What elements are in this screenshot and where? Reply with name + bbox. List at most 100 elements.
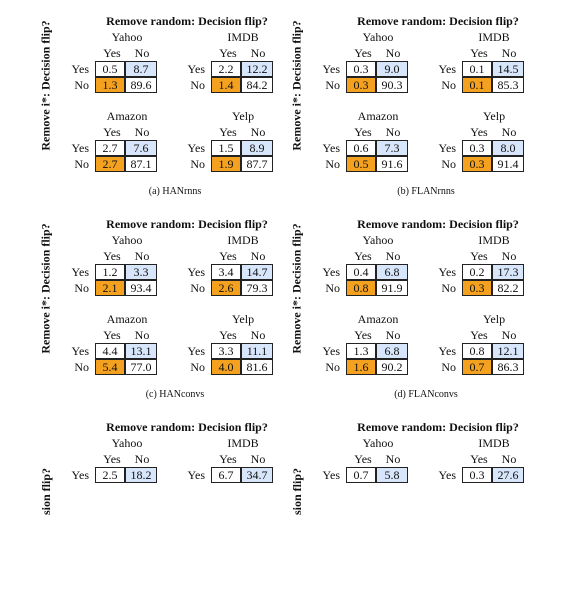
row-header-yes: Yes <box>71 265 89 279</box>
row-header-yes: Yes <box>187 344 205 358</box>
column-header-yes: Yes <box>103 328 121 342</box>
matrix-cell: 91.4 <box>492 156 524 172</box>
dataset-label: Amazon <box>357 109 399 123</box>
matrix-cells: 0.6 7.3 0.5 91.6 <box>346 140 408 172</box>
column-header-yes: Yes <box>354 125 372 139</box>
column-header-yes: Yes <box>470 249 488 263</box>
figure-panel: Remove i*: Decision flip? Remove random: … <box>286 0 536 200</box>
column-header-no: No <box>501 452 517 466</box>
confusion-matrix: Amazon Yes No Yes No 0.6 7.3 0.5 91.6 <box>310 109 420 175</box>
matrix-cells: 0.8 12.1 0.7 86.3 <box>462 343 524 375</box>
column-header-yes: Yes <box>219 328 237 342</box>
column-header-yes: Yes <box>219 125 237 139</box>
column-header-no: No <box>385 452 401 466</box>
figure-panel: Remove i*: Decision flip? Remove random: … <box>35 203 285 403</box>
matrix-cell: 14.7 <box>241 264 273 280</box>
matrix-cell: 81.6 <box>241 359 273 375</box>
matrix-cell: 77.0 <box>125 359 157 375</box>
column-header-no: No <box>501 125 517 139</box>
matrix-cell: 11.1 <box>241 343 273 359</box>
matrix-cell: 2.7 <box>95 140 125 156</box>
figure-panel: sion flip? Remove random: Decision flip? Y… <box>35 406 285 606</box>
row-header-yes: Yes <box>71 344 89 358</box>
dataset-label: IMDB <box>227 233 259 247</box>
column-header-yes: Yes <box>219 452 237 466</box>
column-header-yes: Yes <box>219 46 237 60</box>
matrix-cell: 1.3 <box>95 77 125 93</box>
row-header-yes: Yes <box>322 468 340 482</box>
column-header-no: No <box>250 125 266 139</box>
matrix-cell: 2.6 <box>211 280 241 296</box>
row-header-yes: Yes <box>438 141 456 155</box>
matrix-cell: 0.5 <box>95 61 125 77</box>
column-header-yes: Yes <box>354 249 372 263</box>
column-header-no: No <box>385 249 401 263</box>
matrix-cell: 2.2 <box>211 61 241 77</box>
dataset-label: Amazon <box>106 312 148 326</box>
panel-y-axis-label: Remove i*: Decision flip? <box>35 203 57 373</box>
panel-caption: (c) HANconvs <box>145 389 205 400</box>
y-axis-label-text: Remove i*: Decision flip? <box>38 222 53 354</box>
matrix-cell: 0.1 <box>462 77 492 93</box>
dataset-label: Yahoo <box>362 30 394 44</box>
confusion-matrix: IMDB Yes No Yes 6.7 34.7 <box>175 436 285 502</box>
matrix-cell: 91.6 <box>376 156 408 172</box>
row-header-yes: Yes <box>71 141 89 155</box>
matrix-cell: 4.4 <box>95 343 125 359</box>
matrix-cell: 0.3 <box>346 77 376 93</box>
matrix-cells: 2.2 12.2 1.4 84.2 <box>211 61 273 93</box>
matrix-cells: 1.3 6.8 1.6 90.2 <box>346 343 408 375</box>
confusion-matrix: IMDB Yes No Yes No 0.2 17.3 0.3 82.2 <box>426 233 536 299</box>
row-header-no: No <box>190 360 205 374</box>
dataset-label: Yelp <box>231 109 255 123</box>
row-header-yes: Yes <box>438 344 456 358</box>
matrix-cell: 90.2 <box>376 359 408 375</box>
confusion-matrix: Yahoo Yes No Yes No 0.3 9.0 0.3 90.3 <box>310 30 420 96</box>
matrix-cells: 0.5 8.7 1.3 89.6 <box>95 61 157 93</box>
panel-y-axis-label: Remove i*: Decision flip? <box>286 203 308 373</box>
matrix-cell: 6.8 <box>376 343 408 359</box>
dataset-label: Yahoo <box>111 30 143 44</box>
matrix-cell: 7.3 <box>376 140 408 156</box>
column-header-yes: Yes <box>219 249 237 263</box>
row-header-no: No <box>74 157 89 171</box>
column-header-no: No <box>250 452 266 466</box>
dataset-label: Yahoo <box>111 233 143 247</box>
matrix-cells: 0.3 9.0 0.3 90.3 <box>346 61 408 93</box>
row-header-yes: Yes <box>71 468 89 482</box>
matrix-cell: 1.3 <box>346 343 376 359</box>
panel-y-axis-label: Remove i*: Decision flip? <box>286 0 308 170</box>
matrix-cells: 6.7 34.7 <box>211 467 273 499</box>
matrix-cell: 3.3 <box>125 264 157 280</box>
confusion-matrix: IMDB Yes No Yes 0.3 27.6 <box>426 436 536 502</box>
row-header-no: No <box>441 281 456 295</box>
panel-title: Remove random: Decision flip? <box>106 420 268 434</box>
y-axis-label-text: Remove i*: Decision flip? <box>289 19 304 151</box>
matrix-cells: 0.1 14.5 0.1 85.3 <box>462 61 524 93</box>
matrix-cell: 8.9 <box>241 140 273 156</box>
row-header-yes: Yes <box>187 265 205 279</box>
matrix-cell: 85.3 <box>492 77 524 93</box>
row-header-yes: Yes <box>187 141 205 155</box>
matrix-cell: 9.0 <box>376 61 408 77</box>
confusion-matrix: Yahoo Yes No Yes No 0.4 6.8 0.8 91.9 <box>310 233 420 299</box>
matrix-cell: 34.7 <box>241 467 273 483</box>
matrix-cell: 2.5 <box>95 467 125 483</box>
y-axis-label-text: sion flip? <box>289 467 304 515</box>
matrix-cell: 91.9 <box>376 280 408 296</box>
matrix-cells: 2.5 18.2 <box>95 467 157 499</box>
row-header-no: No <box>441 360 456 374</box>
matrix-cell: 1.2 <box>95 264 125 280</box>
matrix-cell: 27.6 <box>492 467 524 483</box>
column-header-no: No <box>501 328 517 342</box>
figure-panel: sion flip? Remove random: Decision flip? Y… <box>286 406 536 606</box>
matrix-cell: 5.4 <box>95 359 125 375</box>
row-header-no: No <box>190 281 205 295</box>
panel-caption: (d) FLANconvs <box>394 389 458 400</box>
row-header-no: No <box>325 360 340 374</box>
row-header-no: No <box>190 78 205 92</box>
matrix-cell: 3.3 <box>211 343 241 359</box>
matrix-cell: 84.2 <box>241 77 273 93</box>
panel-caption: (b) FLANrnns <box>397 186 455 197</box>
row-header-no: No <box>441 78 456 92</box>
